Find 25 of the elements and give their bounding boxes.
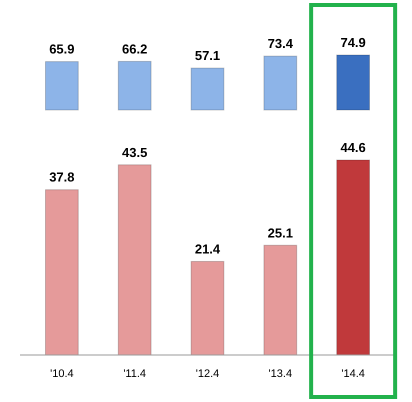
data-label: 37.8: [49, 170, 75, 185]
bar: [190, 260, 224, 356]
bar: [336, 160, 370, 356]
x-tick-label: '14.4: [341, 368, 365, 380]
data-label: 57.1: [194, 48, 220, 64]
data-label: 73.4: [268, 36, 294, 52]
data-label: 66.2: [122, 41, 148, 56]
x-tick-label: '10.4: [50, 368, 74, 380]
bar: [118, 60, 152, 110]
x-tick-label: '11.4: [123, 368, 146, 380]
data-label: 44.6: [340, 140, 366, 155]
bar: [263, 56, 298, 110]
bar: [190, 68, 224, 110]
data-label: 21.4: [194, 241, 221, 256]
bar: [263, 244, 298, 356]
bar: [44, 61, 79, 110]
bar: [118, 164, 152, 356]
data-label: 65.9: [49, 42, 75, 57]
x-tick-label: '13.4: [268, 368, 292, 380]
bar: [44, 189, 79, 356]
x-tick-label: '12.4: [196, 368, 220, 380]
data-label: 74.9: [340, 35, 366, 50]
data-label: 25.1: [268, 225, 293, 240]
data-label: 43.5: [122, 144, 148, 160]
bar: [336, 54, 370, 110]
